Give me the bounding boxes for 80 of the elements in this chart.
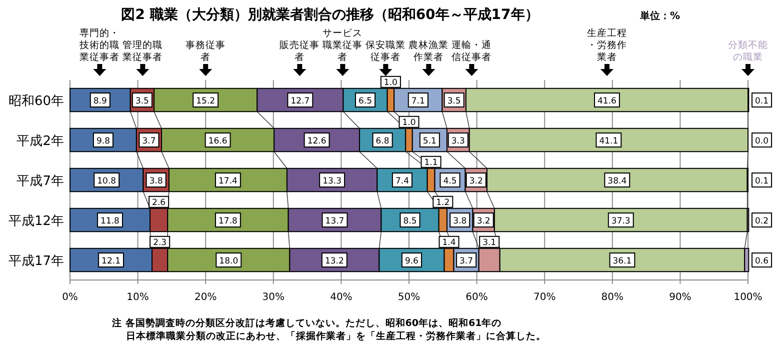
x-tick-label: 90% — [669, 292, 692, 303]
data-label: 6.5 — [358, 96, 372, 106]
data-label: 37.3 — [611, 216, 630, 226]
chart-title: 図2 職業（大分類）別就業者割合の推移（昭和60年～平成17年） — [121, 6, 539, 23]
data-label: 17.8 — [218, 216, 238, 226]
y-tick-label: 昭和60年 — [8, 94, 64, 109]
x-tick-label: 60% — [466, 292, 488, 303]
data-label: 1.2 — [436, 198, 450, 208]
data-label: 6.8 — [376, 136, 390, 146]
x-tick-label: 0% — [62, 292, 78, 303]
data-label: 2.3 — [153, 238, 167, 248]
data-label: 3.1 — [482, 238, 496, 248]
x-tick-label: 80% — [601, 292, 624, 303]
data-label: 0.0 — [755, 136, 769, 146]
data-label: 1.1 — [424, 158, 438, 168]
x-tick-label: 10% — [126, 292, 149, 303]
data-label: 4.5 — [443, 176, 457, 186]
text: 事務従事者 — [186, 39, 226, 63]
text: 注 各国勢調査時の分類区分改訂は考慮していない。ただし、昭和60年は、昭和61年の — [111, 317, 502, 329]
data-label: 3.5 — [447, 96, 461, 106]
data-label: 3.8 — [149, 176, 163, 186]
data-label: 17.4 — [218, 176, 238, 186]
data-label: 7.4 — [395, 176, 409, 186]
data-label: 5.1 — [422, 136, 436, 146]
data-label: 41.1 — [599, 136, 618, 146]
data-label: 0.2 — [755, 216, 769, 226]
data-label: 9.6 — [404, 256, 418, 266]
data-label: 0.6 — [755, 256, 769, 266]
text: 分類不能の職業 — [728, 39, 768, 63]
data-label: 9.8 — [96, 136, 110, 146]
data-label: 0.1 — [755, 176, 769, 186]
data-label: 12.6 — [307, 136, 326, 146]
data-label: 3.2 — [476, 216, 490, 226]
y-tick-label: 平成7年 — [16, 174, 64, 189]
x-tick-label: 30% — [262, 292, 285, 303]
x-tick-label: 50% — [398, 292, 420, 303]
data-label: 1.0 — [402, 118, 416, 128]
data-label: 3.7 — [460, 256, 474, 266]
text: 運輸・通信従事者 — [452, 39, 492, 63]
data-label: 3.7 — [142, 136, 156, 146]
x-tick-label: 20% — [194, 292, 217, 303]
text: 日本標準職業分類の改正にあわせ、「採掘作業者」を「生産工程・労務作業者」に合算した。 — [126, 330, 546, 342]
text: 農林漁業作業者 — [408, 39, 449, 63]
data-label: 0.1 — [755, 96, 769, 106]
x-tick-label: 100% — [734, 292, 762, 303]
data-label: 3.2 — [469, 176, 483, 186]
data-label: 1.0 — [384, 78, 398, 88]
text: 単位：% — [639, 10, 680, 22]
data-label: 1.4 — [442, 238, 456, 248]
text: 生産工程・労務作業者 — [586, 27, 627, 63]
text: 専門的・技術的職業従事者 — [78, 27, 120, 63]
data-label: 10.8 — [97, 176, 116, 186]
data-label: 12.1 — [102, 256, 120, 266]
data-label: 13.3 — [322, 176, 342, 186]
data-label: 41.6 — [598, 96, 616, 106]
text: 管理的職業従事者 — [122, 39, 163, 63]
data-label: 12.7 — [290, 96, 310, 106]
data-label: 7.1 — [411, 96, 425, 106]
data-label: 8.5 — [403, 216, 417, 226]
data-label: 3.5 — [135, 96, 149, 106]
data-label: 38.4 — [608, 176, 627, 186]
x-tick-label: 70% — [533, 292, 556, 303]
y-tick-label: 平成2年 — [16, 134, 64, 149]
data-label: 13.7 — [325, 216, 344, 226]
data-label: 3.8 — [453, 216, 467, 226]
data-label: 36.1 — [612, 256, 632, 266]
data-label: 2.6 — [152, 198, 166, 208]
text: サービス職業従事者 — [322, 28, 363, 63]
y-tick-label: 平成17年 — [8, 254, 64, 269]
y-tick-label: 平成12年 — [8, 214, 64, 229]
text: 販売従事者 — [280, 39, 320, 63]
data-label: 3.3 — [451, 136, 465, 146]
data-label: 11.8 — [100, 216, 120, 226]
data-label: 15.2 — [196, 96, 216, 106]
data-label: 18.0 — [219, 256, 238, 266]
data-label: 13.2 — [324, 256, 344, 266]
x-tick-label: 40% — [330, 292, 352, 303]
data-label: 8.9 — [93, 96, 107, 106]
text: 保安職業従事者 — [366, 39, 406, 63]
data-label: 16.6 — [208, 136, 228, 146]
